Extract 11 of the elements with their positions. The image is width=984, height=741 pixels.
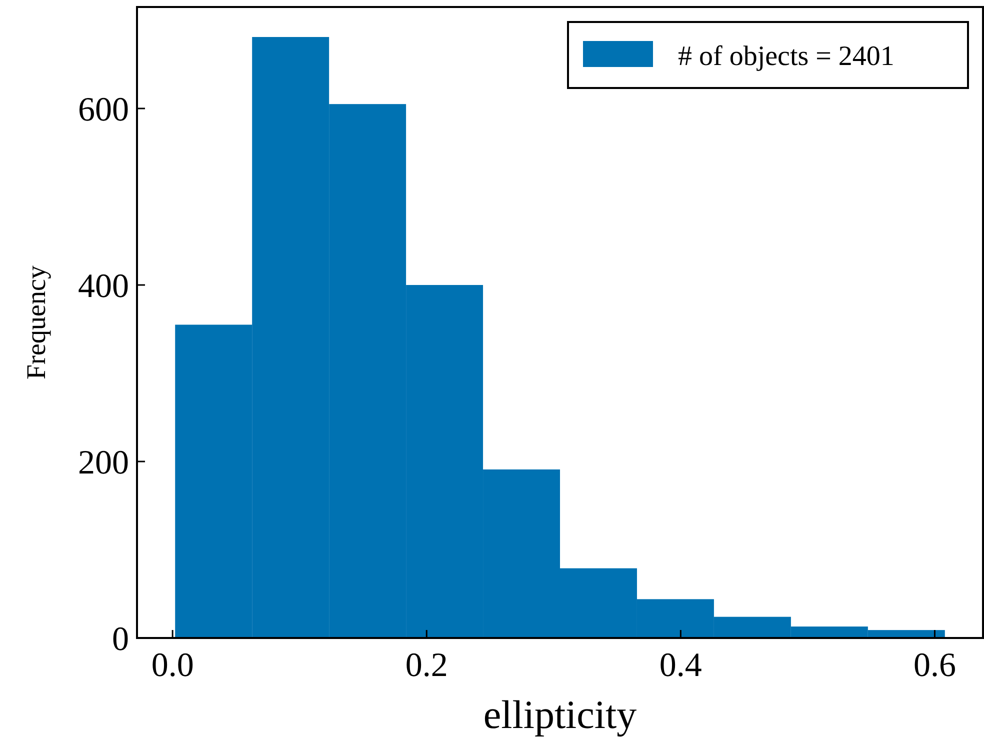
x-tick-label: 0.0	[151, 647, 194, 684]
x-tick-label: 0.2	[405, 647, 448, 684]
x-axis-title: ellipticity	[483, 692, 637, 737]
x-tick-label: 0.6	[913, 647, 956, 684]
legend-label: # of objects = 2401	[678, 40, 894, 72]
y-tick-label: 0	[112, 620, 129, 658]
y-tick-label: 400	[78, 268, 129, 305]
y-tick-label: 200	[78, 444, 129, 482]
x-tick-label: 0.4	[659, 647, 702, 684]
y-tick-label: 600	[78, 91, 129, 128]
y-axis-title: Frequency	[21, 265, 51, 380]
